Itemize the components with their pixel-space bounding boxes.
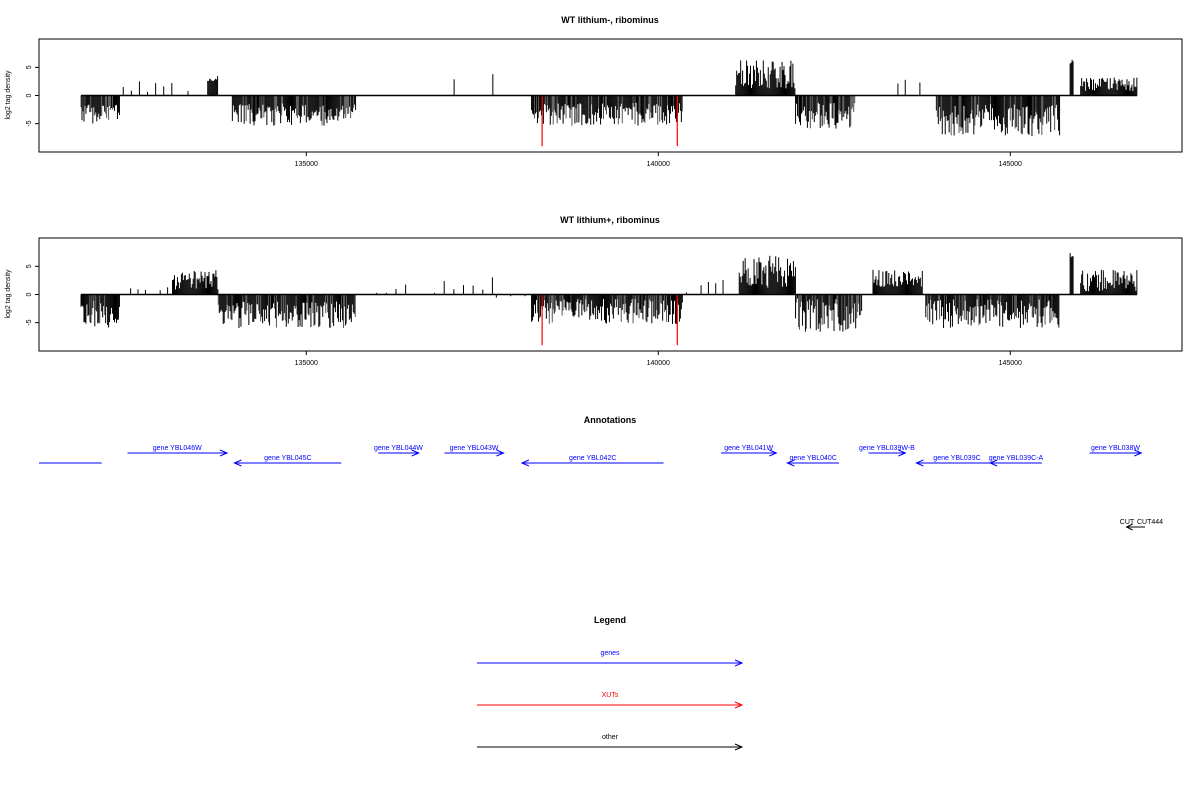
legend-item-label: other bbox=[602, 734, 619, 741]
gene-label: gene YBL046W bbox=[153, 445, 202, 452]
x-tick-label: 135000 bbox=[295, 360, 318, 367]
gene-arrowhead bbox=[411, 449, 420, 457]
x-axis-2: 135000 140000 145000 bbox=[295, 351, 1022, 367]
legend-item-label: genes bbox=[600, 650, 620, 657]
x-tick-label: 145000 bbox=[999, 161, 1022, 168]
track-panel-lithium-plus: WT lithium+, ribominus log2 tag density … bbox=[5, 215, 1183, 367]
gene-label: gene YBL039C-A bbox=[989, 455, 1044, 462]
density-bars-2 bbox=[80, 253, 1138, 332]
gene-arrowhead bbox=[496, 449, 505, 457]
track-panel-lithium-minus: WT lithium-, ribominus log2 tag density … bbox=[5, 15, 1183, 168]
legend-item-label: XUTs bbox=[602, 692, 619, 699]
cut-arrowhead bbox=[1125, 523, 1133, 531]
cut-label: CUT bbox=[1120, 519, 1135, 526]
gene-label: gene YBL040C bbox=[790, 455, 837, 462]
y-tick-label: 5 bbox=[26, 264, 33, 268]
annotations-title: Annotations bbox=[584, 415, 637, 425]
gene-arrowhead bbox=[233, 459, 242, 467]
xut-highlights-1 bbox=[541, 95, 678, 147]
track-title-2: WT lithium+, ribominus bbox=[560, 215, 660, 225]
gene-arrowhead bbox=[988, 459, 998, 467]
gene-arrowhead bbox=[1134, 449, 1143, 457]
gene-label: gene YBL039W-B bbox=[859, 445, 915, 452]
gene-label: gene YBL041W bbox=[724, 445, 773, 452]
gene-arrowhead bbox=[915, 459, 924, 467]
x-tick-label: 135000 bbox=[295, 161, 318, 168]
gene-arrowhead bbox=[786, 459, 795, 467]
x-tick-label: 140000 bbox=[647, 360, 670, 367]
legend-title: Legend bbox=[594, 615, 626, 625]
gene-arrowhead bbox=[219, 449, 229, 457]
xut-highlights-2 bbox=[541, 294, 678, 346]
y-tick-label: -5 bbox=[26, 319, 33, 325]
gene-arrowhead bbox=[769, 449, 778, 457]
gene-label: gene YBL038W bbox=[1091, 445, 1140, 452]
x-tick-label: 140000 bbox=[647, 161, 670, 168]
cut-id-label: CUT444 bbox=[1137, 519, 1163, 526]
gene-label: gene YBL039C bbox=[933, 455, 980, 462]
legend-item-arrowhead bbox=[734, 701, 744, 709]
gene-arrowhead bbox=[898, 449, 907, 457]
legend-item-arrowhead bbox=[734, 659, 744, 667]
y-tick-label: 0 bbox=[26, 93, 33, 97]
x-axis-1: 135000 140000 145000 bbox=[295, 152, 1022, 168]
y-axis-label-1: log2 tag density bbox=[5, 70, 12, 120]
y-axis-2: -5 0 5 bbox=[26, 264, 39, 326]
y-tick-label: 5 bbox=[26, 65, 33, 69]
y-axis-1: -5 0 5 bbox=[26, 65, 39, 127]
annotation-other-features: CUT CUT444 bbox=[1120, 519, 1163, 531]
gene-label: gene YBL043W bbox=[450, 445, 499, 452]
annotation-features: gene YBL046W gene YBL045C gene YBL044W gene… bbox=[39, 445, 1143, 467]
track-title-1: WT lithium-, ribominus bbox=[561, 15, 659, 25]
y-tick-label: 0 bbox=[26, 292, 33, 296]
density-bars-1 bbox=[80, 59, 1138, 137]
y-tick-label: -5 bbox=[26, 120, 33, 126]
legend-panel: Legend genes XUTs other bbox=[477, 615, 744, 751]
x-tick-label: 145000 bbox=[999, 360, 1022, 367]
y-axis-label-2: log2 tag density bbox=[5, 269, 12, 319]
gene-arrowhead bbox=[520, 459, 530, 467]
gene-label: gene YBL044W bbox=[374, 445, 423, 452]
legend-items: genes XUTs other bbox=[477, 650, 744, 751]
gene-label: gene YBL045C bbox=[264, 455, 311, 462]
legend-item-arrowhead bbox=[734, 743, 744, 751]
gene-label: gene YBL042C bbox=[569, 455, 616, 462]
